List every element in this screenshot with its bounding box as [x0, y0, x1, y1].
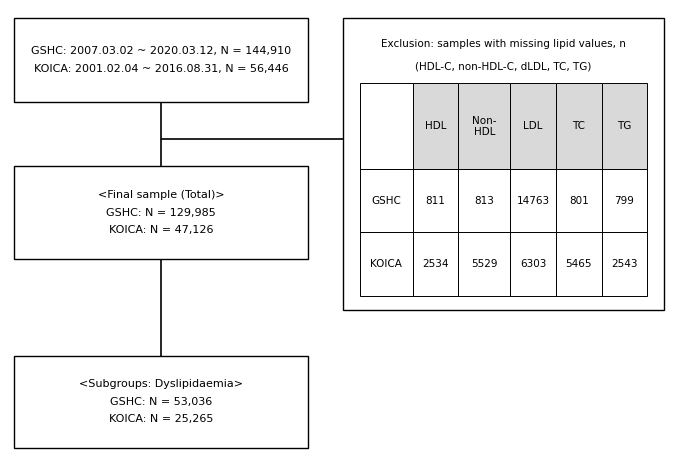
- FancyBboxPatch shape: [510, 169, 556, 232]
- FancyBboxPatch shape: [601, 83, 647, 169]
- Text: 2534: 2534: [423, 259, 449, 269]
- FancyBboxPatch shape: [556, 83, 601, 169]
- Text: <Final sample (Total)>: <Final sample (Total)>: [98, 190, 224, 200]
- FancyBboxPatch shape: [14, 166, 308, 259]
- FancyBboxPatch shape: [413, 83, 458, 169]
- FancyBboxPatch shape: [458, 83, 510, 169]
- Text: 2543: 2543: [611, 259, 638, 269]
- Text: Exclusion: samples with missing lipid values, n: Exclusion: samples with missing lipid va…: [381, 39, 626, 49]
- FancyBboxPatch shape: [510, 83, 556, 169]
- FancyBboxPatch shape: [458, 169, 510, 232]
- Text: GSHC: N = 53,036: GSHC: N = 53,036: [110, 397, 212, 407]
- FancyBboxPatch shape: [601, 232, 647, 296]
- Text: 799: 799: [614, 196, 634, 206]
- FancyBboxPatch shape: [556, 232, 601, 296]
- Text: HDL: HDL: [425, 121, 447, 131]
- Text: TG: TG: [617, 121, 632, 131]
- FancyBboxPatch shape: [458, 232, 510, 296]
- Text: 5465: 5465: [566, 259, 592, 269]
- Text: 5529: 5529: [471, 259, 497, 269]
- FancyBboxPatch shape: [510, 232, 556, 296]
- FancyBboxPatch shape: [413, 169, 458, 232]
- Text: KOICA: N = 47,126: KOICA: N = 47,126: [109, 225, 213, 235]
- Text: KOICA: N = 25,265: KOICA: N = 25,265: [109, 414, 213, 425]
- Text: KOICA: KOICA: [371, 259, 402, 269]
- Text: 801: 801: [569, 196, 588, 206]
- FancyBboxPatch shape: [14, 18, 308, 102]
- Text: (HDL-C, non-HDL-C, dLDL, TC, TG): (HDL-C, non-HDL-C, dLDL, TC, TG): [415, 62, 592, 72]
- FancyBboxPatch shape: [413, 232, 458, 296]
- FancyBboxPatch shape: [360, 232, 413, 296]
- Text: 6303: 6303: [520, 259, 546, 269]
- FancyBboxPatch shape: [360, 169, 413, 232]
- FancyBboxPatch shape: [342, 18, 664, 310]
- FancyBboxPatch shape: [556, 169, 601, 232]
- Text: GSHC: GSHC: [371, 196, 401, 206]
- Text: LDL: LDL: [523, 121, 543, 131]
- FancyBboxPatch shape: [14, 356, 308, 448]
- Text: GSHC: 2007.03.02 ~ 2020.03.12, N = 144,910: GSHC: 2007.03.02 ~ 2020.03.12, N = 144,9…: [31, 46, 291, 56]
- Text: Non-
HDL: Non- HDL: [472, 116, 497, 137]
- Text: KOICA: 2001.02.04 ~ 2016.08.31, N = 56,446: KOICA: 2001.02.04 ~ 2016.08.31, N = 56,4…: [34, 64, 288, 74]
- Text: TC: TC: [572, 121, 585, 131]
- Text: 811: 811: [425, 196, 445, 206]
- FancyBboxPatch shape: [601, 169, 647, 232]
- FancyBboxPatch shape: [360, 83, 413, 169]
- Text: 14763: 14763: [516, 196, 549, 206]
- Text: GSHC: N = 129,985: GSHC: N = 129,985: [106, 207, 216, 218]
- Text: <Subgroups: Dyslipidaemia>: <Subgroups: Dyslipidaemia>: [79, 379, 243, 389]
- Text: 813: 813: [474, 196, 495, 206]
